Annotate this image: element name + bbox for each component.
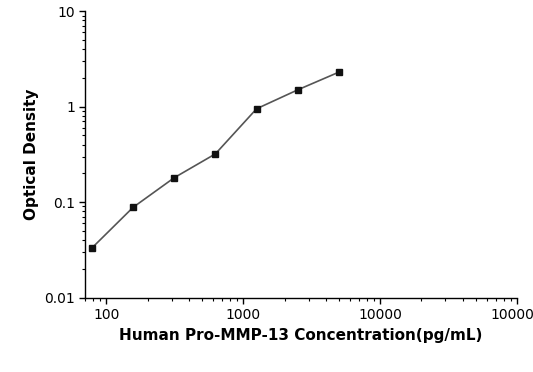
X-axis label: Human Pro-MMP-13 Concentration(pg/mL): Human Pro-MMP-13 Concentration(pg/mL) (119, 328, 483, 343)
Y-axis label: Optical Density: Optical Density (23, 89, 38, 220)
